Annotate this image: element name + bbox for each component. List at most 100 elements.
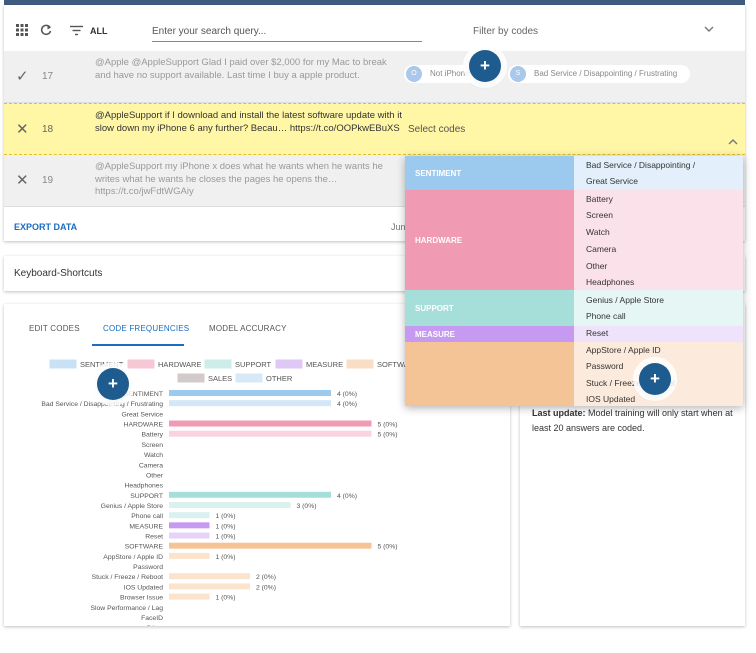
legend-swatch (346, 359, 374, 369)
bar-category-label: AppStore / Apple ID (103, 554, 163, 561)
tab-code-frequencies[interactable]: CODE FREQUENCIES (103, 324, 190, 333)
filter-all-label[interactable]: ALL (90, 26, 108, 36)
date-label: Jun (391, 222, 406, 232)
select-codes-input[interactable]: Select codes (408, 124, 466, 135)
bar-category-label: Phone call (131, 513, 163, 520)
dropdown-option[interactable]: Camera (586, 244, 617, 254)
toolbar: ALL Filter by codes (4, 5, 745, 51)
bar-value-label: 3 (0%) (297, 503, 317, 510)
legend-label: MEASURE (306, 360, 343, 369)
dropdown-option[interactable]: Watch (586, 227, 610, 237)
dropdown-option[interactable]: Screen (586, 210, 613, 220)
tab-edit-codes[interactable]: EDIT CODES (29, 324, 80, 333)
row-number: 19 (42, 175, 54, 186)
chip-label: Bad Service / Disappointing / Frustratin… (534, 69, 678, 78)
export-data-button[interactable]: EXPORT DATA (14, 222, 78, 232)
chip-avatar: O (406, 66, 422, 82)
check-icon[interactable]: ✓ (16, 68, 29, 85)
grid-icon[interactable] (16, 24, 28, 38)
dropdown-option[interactable]: Genius / Apple Store (586, 295, 664, 305)
dropdown-option[interactable]: Battery (586, 194, 613, 204)
dropdown-group-support: SUPPORT Genius / Apple Store Phone call (405, 290, 743, 326)
dropdown-option[interactable]: Bad Service / Disappointing / (586, 160, 696, 170)
bar-category-label: Other (146, 625, 164, 626)
table-row[interactable]: ✓ 17 @Apple @AppleSupport Glad I paid ov… (4, 51, 745, 103)
bar-category-label: Battery (141, 432, 163, 439)
legend-label: OTHER (266, 374, 293, 383)
bar-value-label: 2 (0%) (256, 574, 276, 581)
dropdown-option[interactable]: Phone call (586, 311, 626, 321)
codes-dropdown[interactable]: SENTIMENT Bad Service / Disappointing / … (405, 156, 743, 406)
bar-value-label: 4 (0%) (337, 391, 357, 398)
dropdown-option[interactable]: Great Service (586, 176, 638, 186)
chip-avatar: S (510, 66, 526, 82)
bar-category-label: Slow Performance / Lag (90, 605, 163, 612)
add-code-fab[interactable]: + (469, 50, 501, 82)
bar-category-label: Genius / Apple Store (101, 503, 164, 510)
keyboard-shortcuts-label: Keyboard-Shortcuts (14, 268, 103, 279)
bar-value-label: 5 (0%) (378, 432, 398, 439)
bar-category-label: Bad Service / Disappointing / Frustratin… (41, 401, 163, 408)
filter-list-icon[interactable] (70, 24, 83, 38)
bar-value-label: 5 (0%) (378, 422, 398, 429)
bar (169, 573, 250, 580)
last-update-label: Last update: (532, 408, 586, 418)
bar-value-label: 1 (0%) (216, 554, 236, 561)
bar (169, 532, 210, 539)
bar-category-label: Camera (139, 462, 163, 469)
chevron-down-icon[interactable] (704, 25, 714, 36)
legend-label: SOFTWARE (377, 360, 419, 369)
add-code-fab[interactable]: + (639, 363, 671, 395)
dropdown-group-sentiment: SENTIMENT Bad Service / Disappointing / … (405, 156, 743, 190)
bar-category-label: SENTIMENT (124, 391, 163, 398)
bar (169, 390, 331, 396)
bar-value-label: 1 (0%) (216, 513, 236, 520)
bar-value-label: 2 (0%) (256, 584, 276, 591)
legend-label: SENTIMENT (80, 360, 124, 369)
group-label: MEASURE (405, 326, 574, 342)
legend-swatch (127, 359, 155, 369)
legend-label: HARDWARE (158, 360, 201, 369)
bar-value-label: 1 (0%) (216, 534, 236, 541)
bar (169, 501, 291, 508)
legend-label: SALES (208, 374, 232, 383)
bar-category-label: Watch (144, 452, 163, 459)
bar-value-label: 4 (0%) (337, 493, 357, 500)
bar-category-label: Screen (141, 442, 163, 449)
bar (169, 420, 372, 427)
row-text: @AppleSupport if I download and install … (95, 110, 402, 134)
row-number: 18 (42, 124, 54, 135)
close-icon[interactable]: ✕ (16, 172, 29, 189)
close-icon[interactable]: ✕ (16, 121, 29, 138)
search-input[interactable] (152, 22, 422, 42)
code-chip[interactable]: S Bad Service / Disappointing / Frustrat… (508, 65, 690, 83)
dropdown-option[interactable]: Headphones (586, 277, 635, 287)
dropdown-group-software: AppStore / Apple ID Password Stuck / Fre… (405, 342, 743, 406)
group-label: SUPPORT (405, 290, 574, 326)
tab-model-accuracy[interactable]: MODEL ACCURACY (209, 324, 287, 333)
bar (169, 542, 372, 549)
bar-category-label: Headphones (124, 483, 163, 490)
dropdown-option[interactable]: Other (586, 261, 608, 271)
bar-value-label: 1 (0%) (216, 595, 236, 602)
dropdown-option[interactable]: AppStore / Apple ID (586, 345, 661, 355)
active-tab-indicator (92, 344, 184, 346)
bar-category-label: HARDWARE (124, 422, 164, 429)
add-code-fab[interactable]: + (97, 368, 129, 400)
bar (169, 593, 210, 600)
bar-category-label: SUPPORT (130, 493, 163, 500)
chevron-up-icon[interactable] (728, 137, 738, 147)
dropdown-option[interactable]: IOS Updated (586, 394, 636, 404)
filter-by-codes-select[interactable]: Filter by codes (473, 26, 539, 37)
dropdown-option[interactable]: Reset (586, 328, 609, 338)
legend-swatch (177, 373, 205, 383)
legend-swatch (235, 373, 263, 383)
dropdown-option[interactable]: Stuck / Freeze / Reboot (586, 378, 676, 388)
dropdown-option[interactable]: Password (586, 361, 624, 371)
table-row-active[interactable]: ✕ 18 @AppleSupport if I download and ins… (4, 103, 745, 155)
bar-value-label: 4 (0%) (337, 401, 357, 408)
legend-swatch (275, 359, 303, 369)
bar-category-label: Reset (145, 534, 163, 541)
row-text: @AppleSupport my iPhone x does what he w… (95, 161, 383, 197)
refresh-icon[interactable] (40, 24, 52, 38)
